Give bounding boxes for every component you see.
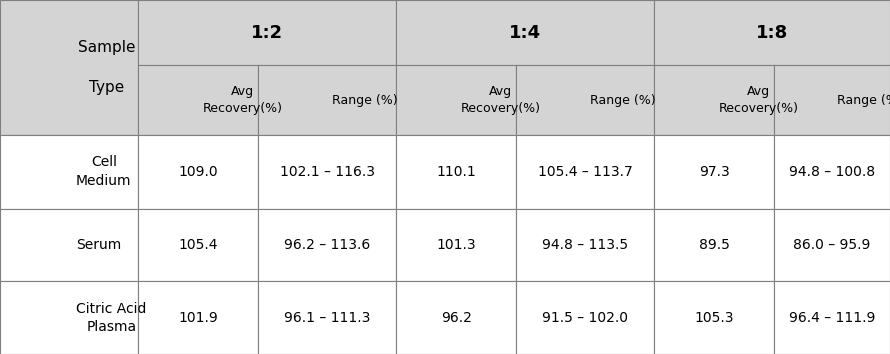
Bar — [258, 65, 396, 135]
Text: 102.1 – 116.3: 102.1 – 116.3 — [279, 165, 375, 179]
Bar — [774, 135, 890, 209]
Text: 101.3: 101.3 — [436, 238, 476, 252]
Text: 96.2 – 113.6: 96.2 – 113.6 — [284, 238, 370, 252]
Bar — [654, 65, 774, 135]
Bar — [0, 209, 138, 281]
Text: 96.4 – 111.9: 96.4 – 111.9 — [789, 311, 876, 325]
Text: Serum: Serum — [77, 238, 121, 252]
Bar — [138, 0, 396, 65]
Bar — [774, 281, 890, 354]
Bar — [516, 135, 654, 209]
Text: 1:4: 1:4 — [509, 24, 541, 42]
Bar — [258, 209, 396, 281]
Text: 105.3: 105.3 — [694, 311, 734, 325]
Bar — [654, 0, 890, 65]
Text: Range (%): Range (%) — [590, 93, 655, 107]
Bar — [396, 209, 516, 281]
Bar — [774, 65, 890, 135]
Text: 91.5 – 102.0: 91.5 – 102.0 — [542, 311, 628, 325]
Bar — [654, 209, 774, 281]
Bar — [0, 0, 138, 135]
Bar — [654, 135, 774, 209]
Text: 109.0: 109.0 — [178, 165, 218, 179]
Bar — [138, 65, 258, 135]
Text: 110.1: 110.1 — [436, 165, 476, 179]
Text: 89.5: 89.5 — [699, 238, 730, 252]
Bar — [138, 135, 258, 209]
Bar — [516, 209, 654, 281]
Text: 96.1 – 111.3: 96.1 – 111.3 — [284, 311, 370, 325]
Text: 94.8 – 100.8: 94.8 – 100.8 — [789, 165, 875, 179]
Bar — [0, 281, 138, 354]
Text: 105.4: 105.4 — [178, 238, 218, 252]
Bar — [516, 281, 654, 354]
Text: Sample

Type: Sample Type — [78, 40, 135, 95]
Text: Range (%): Range (%) — [332, 93, 397, 107]
Bar — [654, 281, 774, 354]
Bar — [258, 281, 396, 354]
Bar — [0, 135, 138, 209]
Text: 94.8 – 113.5: 94.8 – 113.5 — [542, 238, 628, 252]
Bar — [138, 209, 258, 281]
Text: 1:2: 1:2 — [251, 24, 283, 42]
Text: 1:8: 1:8 — [756, 24, 789, 42]
Text: Avg
Recovery(%): Avg Recovery(%) — [719, 85, 798, 115]
Text: 101.9: 101.9 — [178, 311, 218, 325]
Text: Range (%): Range (%) — [837, 93, 890, 107]
Text: Avg
Recovery(%): Avg Recovery(%) — [203, 85, 282, 115]
Bar — [774, 209, 890, 281]
Text: Citric Acid
Plasma: Citric Acid Plasma — [77, 302, 147, 334]
Bar — [396, 135, 516, 209]
Text: 97.3: 97.3 — [699, 165, 730, 179]
Text: Avg
Recovery(%): Avg Recovery(%) — [461, 85, 540, 115]
Bar — [396, 0, 654, 65]
Bar — [138, 281, 258, 354]
Bar — [516, 65, 654, 135]
Bar — [396, 281, 516, 354]
Text: Cell
Medium: Cell Medium — [77, 155, 132, 188]
Text: 96.2: 96.2 — [441, 311, 472, 325]
Text: 105.4 – 113.7: 105.4 – 113.7 — [538, 165, 633, 179]
Bar — [396, 65, 516, 135]
Bar — [258, 135, 396, 209]
Text: 86.0 – 95.9: 86.0 – 95.9 — [794, 238, 870, 252]
